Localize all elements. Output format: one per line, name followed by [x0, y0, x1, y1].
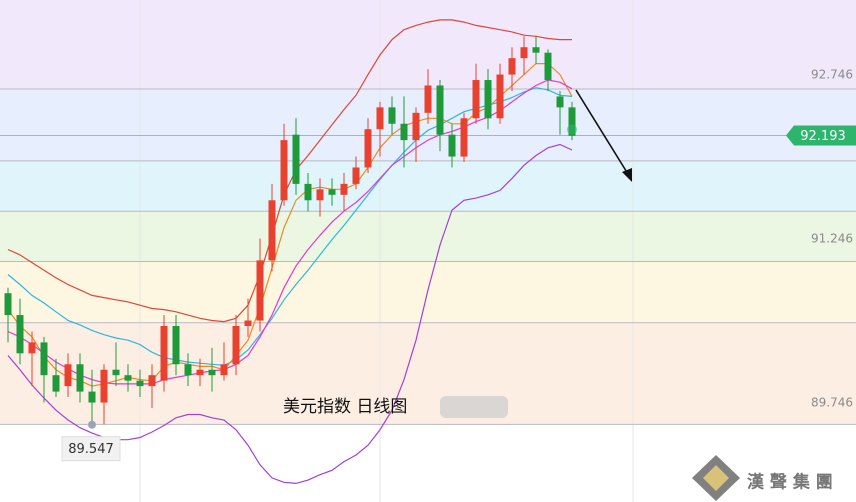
candle-body	[148, 375, 156, 387]
candle-body	[520, 47, 528, 59]
candle-body	[112, 369, 120, 376]
low-label-box	[61, 436, 121, 462]
candle-body	[52, 375, 60, 392]
candle-body	[316, 189, 324, 201]
labels: 92.746 91.246 89.746 92.193 89.547	[61, 67, 856, 462]
candle-body	[232, 325, 240, 365]
low-label: 89.547	[68, 442, 114, 457]
candle-body	[448, 134, 456, 157]
last-price-label: 92.193	[800, 129, 846, 144]
candle-body	[364, 129, 372, 168]
bands	[0, 0, 856, 425]
low-dot	[88, 420, 96, 429]
candle-body	[472, 80, 480, 119]
candle-body	[136, 380, 144, 387]
candle-body	[40, 342, 48, 376]
arrow-line	[575, 89, 629, 175]
candle-body	[268, 200, 276, 261]
candle-body	[328, 189, 336, 195]
candle-body	[352, 167, 360, 184]
candle-body	[280, 140, 288, 201]
candle-body	[376, 107, 384, 130]
candle-body	[484, 80, 492, 119]
candle-body	[460, 118, 468, 157]
candle-body	[16, 315, 24, 354]
candle-body	[184, 364, 192, 376]
last-price-box	[786, 125, 856, 146]
candle-body	[508, 58, 516, 75]
candle-body	[88, 391, 96, 403]
chart-title: 美元指数 日线图	[283, 397, 407, 417]
candle-body	[412, 112, 420, 141]
candle-body	[4, 293, 12, 316]
candle-body	[172, 325, 180, 365]
y-tick-label: 89.746	[811, 395, 853, 409]
candle-body	[304, 183, 312, 201]
redacted-patch	[440, 396, 508, 418]
candle-body	[388, 107, 396, 124]
watermark: 漢 聲 集 團	[747, 472, 833, 493]
candle-body	[64, 364, 72, 387]
vertical-guides	[139, 0, 634, 502]
candle-body	[160, 325, 168, 381]
candle-body	[208, 369, 216, 376]
candle-body	[124, 375, 132, 381]
logo-inner	[703, 465, 729, 491]
candle-body	[556, 96, 564, 108]
indicator-line	[7, 19, 572, 323]
candle-body	[436, 85, 444, 135]
candles	[4, 36, 576, 425]
candle-body	[400, 123, 408, 141]
band	[0, 160, 856, 212]
arrow-head	[622, 168, 632, 182]
candle-body	[568, 107, 576, 136]
watermark-logo	[692, 455, 740, 501]
candle-body	[244, 320, 252, 326]
y-tick-label: 92.746	[811, 67, 853, 81]
last-price-glow	[567, 124, 577, 135]
candle-body	[340, 183, 348, 195]
candle-body	[424, 85, 432, 113]
candle-body	[544, 52, 552, 81]
candle-body	[532, 47, 540, 53]
candle-body	[292, 134, 300, 184]
candle-body	[100, 369, 108, 403]
y-tick-label: 91.246	[811, 231, 853, 245]
candle-body	[496, 74, 504, 119]
candle-body	[28, 342, 36, 354]
candle-body	[76, 364, 84, 392]
candle-body	[256, 260, 264, 321]
band	[0, 322, 856, 425]
arrow	[575, 89, 632, 182]
band	[0, 211, 856, 262]
candle-body	[196, 369, 204, 376]
candle-body	[220, 364, 228, 376]
